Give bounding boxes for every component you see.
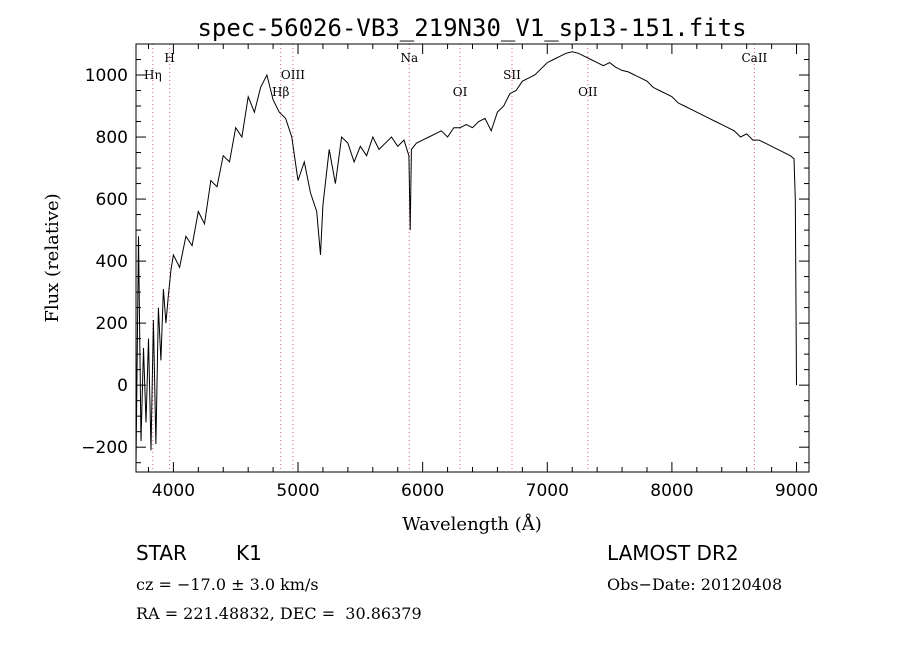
- line-marker-label: OIII: [281, 68, 305, 82]
- emission-line-markers: HHη OIII Hβ Na OI SII OII CaII: [144, 44, 768, 472]
- x-axis-label: Wavelength (Å): [402, 513, 542, 535]
- plot-frame: [135, 43, 810, 473]
- x-tick-label: 4000: [152, 481, 195, 501]
- line-marker-label: Na: [400, 51, 418, 65]
- coordinates-label: RA = 221.48832, DEC = 30.86379: [136, 604, 422, 623]
- y-tick-label: 1000: [85, 66, 128, 86]
- y-tick-label: 800: [96, 128, 128, 148]
- x-tick-label: 8000: [650, 481, 693, 501]
- object-class-label: STAR: [136, 541, 187, 565]
- x-tick-label: 5000: [276, 481, 319, 501]
- line-marker-label: Hη: [144, 68, 162, 82]
- line-marker-label: SII: [503, 68, 521, 82]
- x-tick-label: 7000: [526, 481, 569, 501]
- y-tick-label: 400: [96, 252, 128, 272]
- y-tick-label: 0: [117, 376, 128, 396]
- y-tick-label: 200: [96, 314, 128, 334]
- chart-title: spec-56026-VB3_219N30_V1_sp13-151.fits: [197, 14, 746, 42]
- y-tick-label: −200: [81, 438, 128, 458]
- obs-date-label: Obs−Date: 20120408: [607, 575, 783, 594]
- survey-label: LAMOST DR2: [607, 541, 739, 565]
- subclass-label: K1: [236, 541, 262, 565]
- line-marker-label: OII: [578, 85, 598, 99]
- x-tick-label: 6000: [401, 481, 444, 501]
- y-tick-label: 600: [96, 190, 128, 210]
- line-marker-label: H: [164, 51, 174, 65]
- x-axis-ticks: 4000 5000 6000 7000 8000 9000: [147, 44, 818, 501]
- spectrum-series-line: [135, 51, 797, 466]
- y-axis-ticks: −200 0 200 400 600 800 1000: [81, 43, 809, 464]
- x-tick-label: 9000: [775, 481, 818, 501]
- line-marker-label: CaII: [741, 51, 767, 65]
- redshift-label: cz = −17.0 ± 3.0 km/s: [136, 575, 319, 594]
- line-marker-label: OI: [453, 85, 468, 99]
- y-axis-label: Flux (relative): [42, 193, 63, 322]
- line-marker-label: Hβ: [272, 85, 289, 99]
